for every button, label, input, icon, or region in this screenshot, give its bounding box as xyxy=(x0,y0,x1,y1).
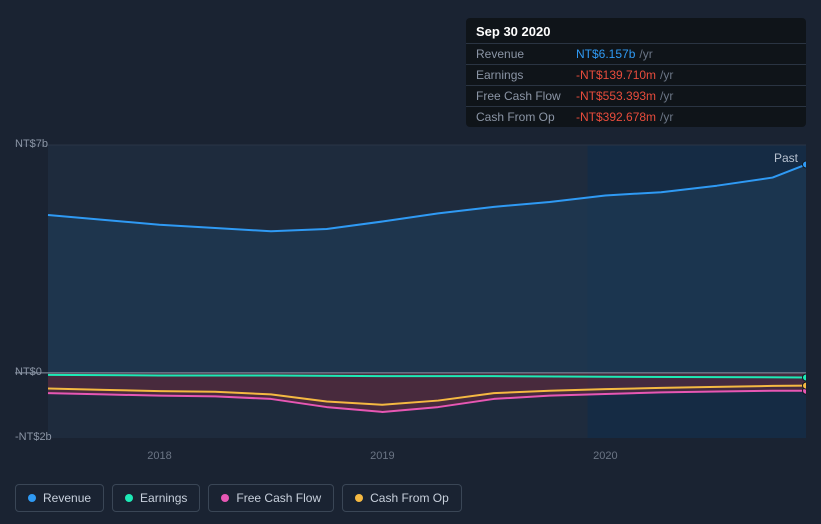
data-tooltip: Sep 30 2020 RevenueNT$6.157b/yrEarnings-… xyxy=(466,18,806,127)
legend-item-earnings[interactable]: Earnings xyxy=(112,484,200,512)
y-axis-label: NT$7b xyxy=(15,138,48,150)
tooltip-unit: /yr xyxy=(660,110,673,124)
legend-label: Earnings xyxy=(140,491,187,505)
legend-dot xyxy=(221,494,229,502)
legend-item-cash-from-op[interactable]: Cash From Op xyxy=(342,484,462,512)
tooltip-label: Revenue xyxy=(476,47,576,61)
tooltip-row: Earnings-NT$139.710m/yr xyxy=(466,64,806,85)
legend-item-revenue[interactable]: Revenue xyxy=(15,484,104,512)
legend-dot xyxy=(355,494,363,502)
legend-label: Revenue xyxy=(43,491,91,505)
legend-label: Free Cash Flow xyxy=(236,491,321,505)
y-axis-label: -NT$2b xyxy=(15,431,52,443)
x-axis-label: 2019 xyxy=(370,450,394,462)
x-axis-label: 2020 xyxy=(593,450,617,462)
tooltip-date: Sep 30 2020 xyxy=(466,18,806,43)
y-axis-label: NT$0 xyxy=(15,366,42,378)
tooltip-unit: /yr xyxy=(639,47,652,61)
legend-dot xyxy=(125,494,133,502)
financial-chart: Past NT$7b NT$0 -NT$2b 2018 2019 2020 xyxy=(15,125,806,465)
legend-label: Cash From Op xyxy=(370,491,449,505)
tooltip-label: Cash From Op xyxy=(476,110,576,124)
legend-dot xyxy=(28,494,36,502)
tooltip-value: -NT$139.710m xyxy=(576,68,656,82)
tooltip-value: NT$6.157b xyxy=(576,47,635,61)
tooltip-unit: /yr xyxy=(660,68,673,82)
tooltip-value: -NT$392.678m xyxy=(576,110,656,124)
tooltip-label: Earnings xyxy=(476,68,576,82)
tooltip-label: Free Cash Flow xyxy=(476,89,576,103)
chart-legend: Revenue Earnings Free Cash Flow Cash From O… xyxy=(15,484,462,512)
past-label: Past xyxy=(774,151,798,165)
tooltip-value: -NT$553.393m xyxy=(576,89,656,103)
tooltip-unit: /yr xyxy=(660,89,673,103)
tooltip-row: RevenueNT$6.157b/yr xyxy=(466,43,806,64)
tooltip-row: Free Cash Flow-NT$553.393m/yr xyxy=(466,85,806,106)
x-axis-label: 2018 xyxy=(147,450,171,462)
tooltip-row: Cash From Op-NT$392.678m/yr xyxy=(466,106,806,127)
legend-item-free-cash-flow[interactable]: Free Cash Flow xyxy=(208,484,334,512)
chart-svg xyxy=(15,125,806,465)
